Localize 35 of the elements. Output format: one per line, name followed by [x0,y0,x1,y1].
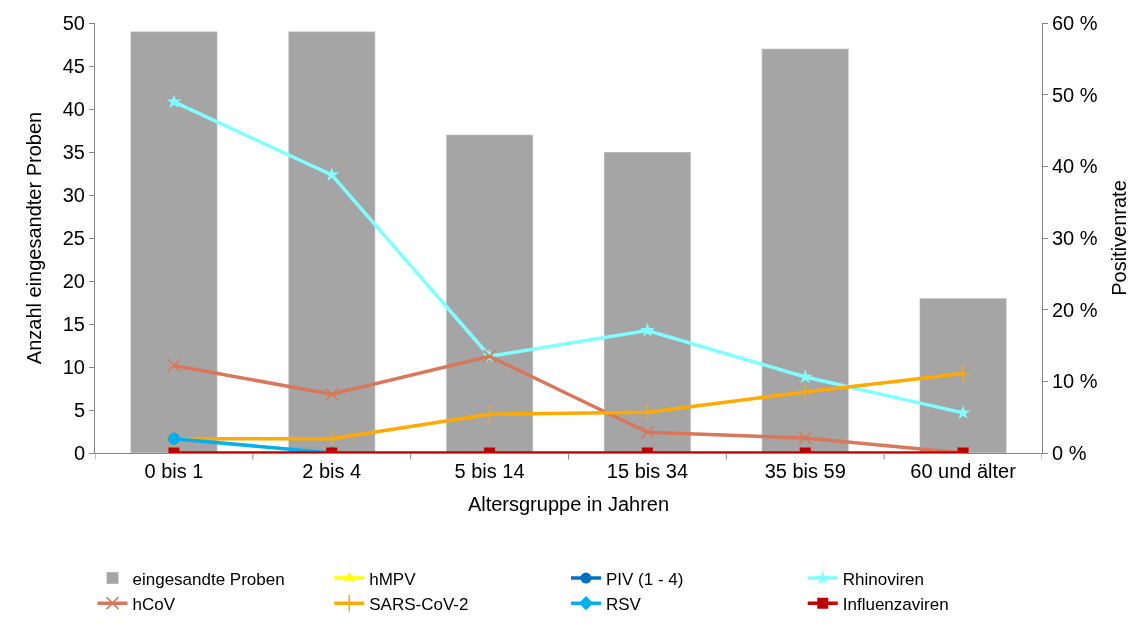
y2-tick-label: 60 % [1052,12,1098,34]
y-tick-label: 45 [62,55,85,77]
y-axis-title: Anzahl eingesandter Proben [23,111,46,365]
y-tick-label: 10 [62,356,85,378]
y2-tick-label: 20 % [1052,298,1098,321]
legend-label: RSV [606,594,642,614]
y-tick-label: 25 [62,227,85,249]
y2-tick-label: 10 % [1052,370,1098,393]
y-tick-label: 40 [62,98,85,120]
legend-label: hCoV [132,594,176,614]
y2-tick-label: 50 % [1052,83,1098,106]
y2-tick-label: 40 % [1052,155,1098,178]
y-tick-label: 35 [62,141,85,163]
legend-label: eingesandte Proben [132,569,285,589]
x-tick-label: 0 bis 1 [144,460,204,482]
y-tick-label: 15 [62,313,85,335]
y2-tick-label: 0 % [1052,442,1087,464]
y-tick-label: 20 [62,270,85,292]
y2-tick-label: 30 % [1052,227,1098,249]
legend-label: Rhinoviren [842,569,925,589]
y2-axis-title: Positivenrate [1108,180,1131,296]
legend-label: SARS-CoV-2 [369,594,469,614]
legend-label: Influenzaviren [842,594,949,614]
y-tick-label: 50 [62,12,85,34]
legend-label: hMPV [369,569,417,589]
x-tick-label: 5 bis 14 [454,460,525,482]
x-tick-label: 60 und älter [910,460,1017,482]
legend-label: PIV (1 - 4) [606,569,684,589]
y-tick-label: 30 [62,184,85,206]
y-tick-label: 0 [73,442,85,464]
y-tick-label: 5 [73,399,85,421]
x-tick-label: 35 bis 59 [764,460,846,482]
x-tick-label: 15 bis 34 [606,460,689,482]
x-tick-label: 2 bis 4 [302,460,362,482]
x-axis-title: Altersgruppe in Jahren [467,492,670,515]
